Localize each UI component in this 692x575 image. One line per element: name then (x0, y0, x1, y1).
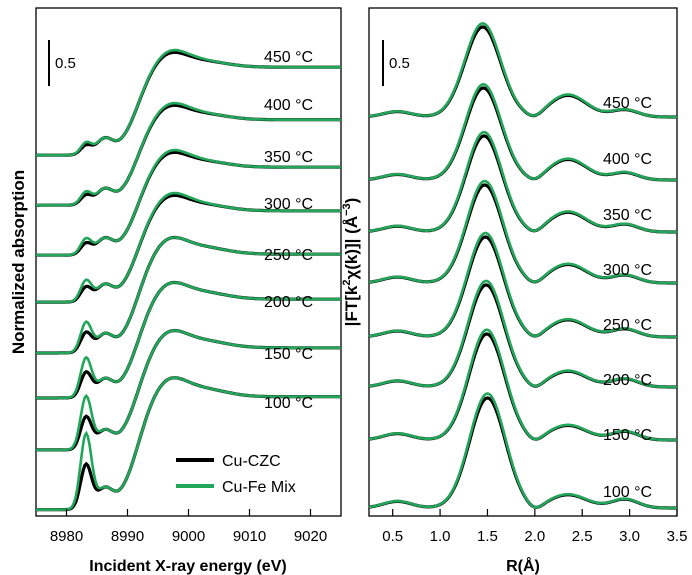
xanes-temperature-label: 150 °C (264, 346, 313, 363)
exafs-temperature-label: 450 °C (603, 95, 652, 112)
xanes-temperature-label: 200 °C (264, 294, 313, 311)
exafs-temperature-label: 100 °C (603, 484, 652, 501)
exafs-x-tick-label: 0.5 (382, 528, 403, 545)
cu-fe-mix-ft-line (368, 130, 677, 234)
cu-fe-mix-xanes-line (36, 191, 341, 304)
xanes-x-tick-label: 9020 (294, 528, 327, 545)
exafs-scale-bar-label: 0.5 (389, 55, 410, 72)
xanes-temperature-label: 350 °C (264, 149, 313, 166)
cu-fe-mix-ft-line (368, 179, 677, 285)
cu-fe-mix-xanes-line (36, 329, 341, 452)
exafs-temperature-label: 150 °C (603, 427, 652, 444)
cu-fe-mix-xanes-line (36, 236, 341, 355)
xanes-temperature-label: 300 °C (264, 196, 313, 213)
exafs-temperature-label: 250 °C (603, 317, 652, 334)
cu-fe-mix-ft-line (368, 82, 677, 182)
cu-fe-mix-ft-line (368, 328, 677, 442)
exafs-x-tick-label: 1.0 (430, 528, 451, 545)
xanes-panel: 8980 8990 9000 9010 9020 450 °C 400 °C 350 °C 3… (9, 7, 342, 575)
xanes-temperature-label: 100 °C (264, 395, 313, 412)
cu-fe-mix-ft-line (368, 22, 677, 119)
xanes-x-tick-label: 9010 (233, 528, 266, 545)
cu-fe-mix-xanes-line (36, 376, 341, 511)
exafs-x-tick-label: 3.0 (619, 528, 640, 545)
xanes-legend: Cu-CZC Cu-Fe Mix (176, 453, 296, 496)
xanes-x-tick-label: 9000 (172, 528, 205, 545)
exafs-x-tick-label: 2.5 (572, 528, 593, 545)
xanes-curves (36, 48, 341, 512)
legend-label-cu-fe-mix: Cu-Fe Mix (222, 479, 296, 496)
xanes-scale-bar-label: 0.5 (55, 55, 76, 72)
exafs-y-axis-title: |FT[k2χ(k)]| (Å−3) (341, 198, 361, 327)
cu-fe-mix-ft-line (368, 392, 677, 510)
exafs-temperature-label: 350 °C (603, 207, 652, 224)
xanes-temperature-label: 250 °C (264, 247, 313, 264)
cu-fe-mix-xanes-line (36, 281, 341, 400)
exafs-x-tick-label: 3.5 (667, 528, 688, 545)
exafs-temperature-label: 200 °C (603, 372, 652, 389)
exafs-x-tick-label: 2.0 (524, 528, 545, 545)
xanes-x-tick-label: 8990 (111, 528, 144, 545)
exafs-temperature-labels: 450 °C 400 °C 350 °C 300 °C 250 °C 200 °C 150 … (603, 95, 652, 501)
cu-fe-mix-ft-line (368, 231, 677, 339)
xanes-x-ticks: 8980 8990 9000 9010 9020 (50, 509, 327, 545)
cu-fe-mix-xanes-line (36, 148, 341, 257)
xanes-x-tick-label: 8980 (50, 528, 83, 545)
xanes-x-axis-title: Incident X-ray energy (eV) (89, 558, 286, 575)
xanes-y-axis-title: Normalized absorption (9, 170, 28, 354)
exafs-panel: 0.5 1.0 1.5 2.0 2.5 3.0 3.5 450 °C 400 °C 350 °C… (341, 7, 687, 575)
exafs-x-tick-label: 1.5 (477, 528, 498, 545)
exafs-x-axis-title: R(Å) (506, 556, 540, 575)
exafs-x-ticks: 0.5 1.0 1.5 2.0 2.5 3.0 3.5 (382, 509, 687, 545)
xanes-temperature-label: 450 °C (264, 49, 313, 66)
exafs-plot-frame (368, 7, 678, 517)
exafs-curves (368, 22, 677, 510)
xanes-temperature-label: 400 °C (264, 97, 313, 114)
exafs-temperature-label: 400 °C (603, 151, 652, 168)
cu-fe-mix-ft-line (368, 279, 677, 389)
xanes-temperature-labels: 450 °C 400 °C 350 °C 300 °C 250 °C 200 °C 150 … (264, 49, 313, 412)
cu-fe-mix-xanes-line (36, 48, 341, 157)
legend-label-cu-czc: Cu-CZC (222, 453, 281, 470)
cu-fe-mix-xanes-line (36, 101, 341, 207)
exafs-temperature-label: 300 °C (603, 262, 652, 279)
